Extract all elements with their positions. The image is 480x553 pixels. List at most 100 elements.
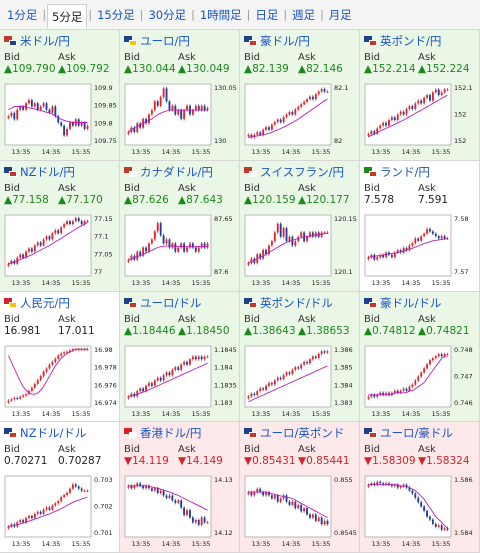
candle-body [326, 91, 329, 93]
rate-panel[interactable]: ユーロ/英ポンド Bid Ask ▼0.85431 ▼0.85441 0.855 0.854… [240, 422, 360, 553]
plot-area [4, 214, 92, 277]
rate-panel[interactable]: 英ポンド/ドル Bid Ask ▲1.38643 ▲1.38653 1.386 1.385 1… [240, 291, 360, 423]
rate-panel[interactable]: スイスフラン/円 Bid Ask ▲120.159 ▲120.177 120.15 120.… [240, 160, 360, 292]
panel-header[interactable]: ユーロ/豪ドル [364, 426, 453, 440]
rate-panel[interactable]: 人民元/円 Bid Ask 16.981 17.011 16.98 16.978 16.976… [0, 291, 120, 423]
pair-title[interactable]: カナダドル/円 [140, 164, 213, 179]
panel-header[interactable]: 人民元/円 [4, 296, 70, 310]
tab-timeframe-0[interactable]: 1分足 [7, 7, 38, 22]
pair-title[interactable]: 豪ドル/ドル [380, 295, 442, 310]
candle-body [396, 390, 399, 393]
candle-body [159, 97, 162, 106]
bid-value: 16.981 [4, 325, 41, 337]
rate-panel[interactable]: ユーロ/豪ドル Bid Ask ▼1.58309 ▼1.58324 1.586 1.584 1… [360, 422, 480, 553]
candle-body [390, 484, 393, 487]
tab-separator: | [139, 8, 144, 21]
x-tick-label: 13:35 [12, 410, 31, 418]
candle-body [136, 123, 139, 132]
panel-header[interactable]: 豪ドル/ドル [364, 296, 441, 310]
pair-title[interactable]: ユーロ/英ポンド [260, 426, 345, 441]
pair-title[interactable]: ユーロ/豪ドル [380, 426, 453, 441]
mini-chart[interactable]: 130.05 130 13:35 14:35 15:35 [123, 81, 237, 158]
ask-price: 0.85441 [306, 455, 350, 468]
x-tick-label: 15:35 [432, 279, 451, 287]
mini-chart[interactable]: 7.58 7.57 13:35 14:35 15:35 [363, 212, 477, 289]
rate-panel[interactable]: ランド/円 Bid Ask 7.578 7.591 7.58 7.57 13:35 14:35 1… [360, 160, 480, 292]
rate-panel[interactable]: 米ドル/円 Bid Ask ▲109.790 ▲109.792 109.9 109.85 10… [0, 30, 120, 161]
candle-body [306, 361, 308, 363]
candle-body [288, 236, 291, 241]
panel-header[interactable]: 香港ドル/円 [124, 426, 201, 440]
pair-title[interactable]: 香港ドル/円 [140, 426, 202, 441]
candle-body [177, 110, 180, 115]
pair-title[interactable]: ユーロ/ドル [140, 295, 202, 310]
rate-panel[interactable]: 英ポンド/円 Bid Ask ▲152.214 ▲152.224 152.1 152 152 1… [360, 30, 480, 161]
candle-body [303, 101, 306, 105]
pair-title[interactable]: 米ドル/円 [20, 34, 70, 48]
tab-timeframe-1[interactable]: 5分足 [47, 4, 88, 29]
rate-panel[interactable]: カナダドル/円 Bid Ask ▲87.626 ▲87.643 87.65 87.6 13:3… [120, 160, 240, 292]
mini-chart[interactable]: 1.586 1.584 13:35 14:35 15:35 [363, 473, 477, 550]
candle-body [162, 88, 165, 98]
mini-chart[interactable]: 82.1 82 13:35 14:35 15:35 [243, 81, 357, 158]
candle-body [148, 243, 150, 252]
panel-header[interactable]: NZドル/円 [4, 165, 75, 179]
panel-header[interactable]: NZドル/ドル [4, 426, 86, 440]
mini-chart[interactable]: 1.386 1.385 1.384 1.383 13:35 14:35 15:35 [243, 343, 357, 420]
panel-header[interactable]: カナダドル/円 [124, 165, 213, 179]
pair-title[interactable]: 豪ドル/円 [260, 34, 310, 48]
mini-chart[interactable]: 14.13 14.12 13:35 14:35 15:35 [123, 473, 237, 550]
rate-panel[interactable]: 豪ドル/円 Bid Ask ▲82.139 ▲82.146 82.1 82 13:35 14:3… [240, 30, 360, 161]
rate-panel[interactable]: NZドル/ドル Bid Ask 0.70271 0.70287 0.703 0.702 0.7… [0, 422, 120, 553]
candle-body [57, 501, 60, 504]
mini-chart[interactable]: 109.9 109.85 109.8 109.75 13:35 14:35 15:35 [3, 81, 117, 158]
tab-timeframe-7[interactable]: 月足 [328, 7, 352, 22]
panel-header[interactable]: 豪ドル/円 [244, 34, 310, 48]
pair-title[interactable]: ランド/円 [380, 164, 430, 179]
panel-header[interactable]: 米ドル/円 [4, 34, 70, 48]
pair-title[interactable]: ユーロ/円 [140, 34, 190, 48]
ask-label: Ask [298, 182, 316, 194]
panel-header[interactable]: スイスフラン/円 [244, 165, 344, 179]
mini-chart[interactable]: 0.703 0.702 0.701 13:35 14:35 15:35 [3, 473, 117, 550]
rate-panel[interactable]: ユーロ/円 Bid Ask ▲130.044 ▲130.049 130.05 130 13:3… [120, 30, 240, 161]
panel-header[interactable]: ユーロ/英ポンド [244, 426, 344, 440]
pair-title[interactable]: 人民元/円 [20, 295, 70, 310]
pair-title[interactable]: 英ポンド/ドル [260, 295, 333, 310]
tab-timeframe-3[interactable]: 30分足 [148, 7, 187, 22]
bid-price: 0.70271 [4, 455, 48, 468]
panel-header[interactable]: ランド/円 [364, 165, 430, 179]
x-tick-label: 14:35 [162, 148, 181, 156]
rate-panel[interactable]: ユーロ/ドル Bid Ask ▲1.18446 ▲1.18450 1.1845 1.184 1… [120, 291, 240, 423]
panel-header[interactable]: 英ポンド/円 [364, 34, 441, 48]
mini-chart[interactable]: 152.1 152 152 13:35 14:35 15:35 [363, 81, 477, 158]
mini-chart[interactable]: 0.748 0.747 0.746 13:35 14:35 15:35 [363, 343, 477, 420]
mini-chart[interactable]: 1.1845 1.184 1.1835 1.183 13:35 14:35 15:35 [123, 343, 237, 420]
tab-timeframe-6[interactable]: 週足 [292, 7, 316, 22]
mini-chart[interactable]: 16.98 16.978 16.976 16.974 13:35 14:35 15:35 [3, 343, 117, 420]
pair-title[interactable]: NZドル/ドル [20, 426, 87, 441]
mini-chart[interactable]: 0.855 0.8545 13:35 14:35 15:35 [243, 473, 357, 550]
rate-panel[interactable]: 豪ドル/ドル Bid Ask ▲0.74812 ▲0.74821 0.748 0.747 0.… [360, 291, 480, 423]
direction-arrow-icon: ▼ [298, 455, 307, 468]
candle-body [265, 249, 267, 254]
panel-header[interactable]: ユーロ/ドル [124, 296, 201, 310]
mini-chart[interactable]: 77.15 77.1 77.05 77 13:35 14:35 15:35 [3, 212, 117, 289]
mini-chart[interactable]: 87.65 87.6 13:35 14:35 15:35 [123, 212, 237, 289]
rate-panel[interactable]: NZドル/円 Bid Ask ▲77.158 ▲77.170 77.15 77.1 77.05… [0, 160, 120, 292]
pair-title[interactable]: 英ポンド/円 [380, 34, 442, 48]
tab-timeframe-4[interactable]: 1時間足 [199, 7, 242, 22]
ask-price: 82.146 [306, 63, 343, 75]
tab-timeframe-2[interactable]: 15分足 [97, 7, 135, 22]
pair-title[interactable]: NZドル/円 [20, 164, 75, 179]
x-tick-label: 13:35 [252, 410, 271, 418]
mini-chart[interactable]: 120.15 120.1 13:35 14:35 15:35 [243, 212, 357, 289]
pair-title[interactable]: スイスフラン/円 [260, 164, 345, 179]
bid-price: 77.158 [12, 193, 49, 206]
tab-timeframe-5[interactable]: 日足 [255, 7, 279, 22]
rate-panel[interactable]: 香港ドル/円 Bid Ask ▼14.119 ▼14.149 14.13 14.12 13:3… [120, 422, 240, 553]
candle-body [42, 371, 45, 376]
panel-header[interactable]: 英ポンド/ドル [244, 296, 333, 310]
candle-body [48, 364, 51, 368]
panel-header[interactable]: ユーロ/円 [124, 34, 190, 48]
